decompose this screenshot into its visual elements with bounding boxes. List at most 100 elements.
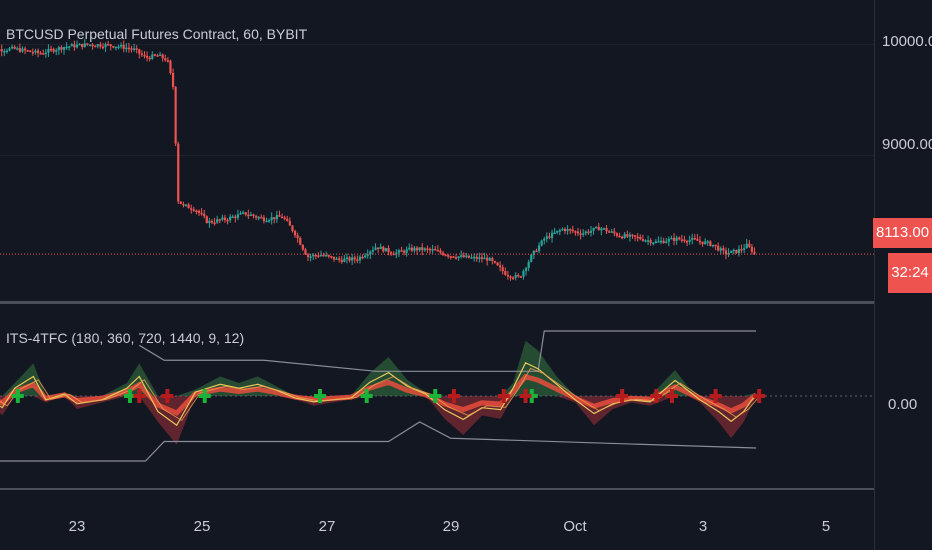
candle-body <box>348 257 351 261</box>
candle-body <box>120 44 123 47</box>
candle-body <box>685 241 689 243</box>
candle-body <box>724 250 728 255</box>
candle-body <box>174 86 177 144</box>
candle-body <box>218 219 221 221</box>
oscillator-negative-area <box>0 396 757 445</box>
candle-body <box>366 254 369 256</box>
candle-body <box>475 256 478 259</box>
candle-body <box>358 256 362 261</box>
indicator-y-tick-zero: 0.00 <box>888 396 918 413</box>
candle-body <box>327 255 330 257</box>
candle-body <box>615 233 619 236</box>
candle-body <box>618 235 621 238</box>
candle-body <box>255 215 258 218</box>
candle-body <box>86 43 89 45</box>
candle-body <box>678 237 681 240</box>
candle-body <box>314 254 317 257</box>
candle-body <box>197 210 201 213</box>
candle-body <box>216 219 219 223</box>
candle-body <box>683 239 686 242</box>
candle-body <box>44 52 47 55</box>
candle-body <box>306 254 310 257</box>
candle-body <box>239 213 242 215</box>
candle-body <box>597 226 600 231</box>
candle-body <box>610 231 613 233</box>
candle-body <box>234 216 237 219</box>
candle-body <box>449 256 452 258</box>
candle-body <box>16 48 19 50</box>
candle-body <box>190 208 193 210</box>
candle-body <box>556 230 559 233</box>
candle-body <box>745 243 748 249</box>
candle-body <box>621 236 624 239</box>
candle-body <box>26 50 29 52</box>
candle-body <box>636 236 639 239</box>
candle-body <box>478 257 481 259</box>
y-tick-10000: 10000.00 <box>882 33 932 50</box>
sell-marker <box>665 389 678 403</box>
candle-body <box>421 247 424 251</box>
candle-body <box>584 231 587 234</box>
pane-separator[interactable] <box>0 301 874 304</box>
candle-body <box>184 204 188 207</box>
candle-body <box>717 245 720 251</box>
candle-body <box>374 247 377 250</box>
candle-body <box>423 248 426 251</box>
candle-body <box>117 46 120 49</box>
candle-body <box>698 240 702 243</box>
candle-body <box>231 216 234 219</box>
candle-body <box>743 248 746 250</box>
buy-marker <box>360 389 373 403</box>
candle-body <box>322 254 325 257</box>
lower-level-line <box>0 421 757 462</box>
candle-body <box>512 277 515 280</box>
candle-body <box>179 201 182 204</box>
candle-body <box>88 44 92 47</box>
candle-body <box>21 48 24 52</box>
sell-marker <box>709 389 722 403</box>
candle-body <box>501 267 504 272</box>
candle-body <box>431 249 434 251</box>
candle-body <box>68 46 71 48</box>
candle-body <box>325 255 328 257</box>
candle-body <box>722 248 725 251</box>
candle-body <box>247 214 250 217</box>
candle-body <box>288 220 291 226</box>
candle-body <box>280 216 284 219</box>
candle-body <box>382 246 385 252</box>
candle-body <box>60 47 63 50</box>
candle-body <box>634 235 637 237</box>
candle-body <box>483 257 486 260</box>
candle-body <box>200 212 203 215</box>
candle-body <box>587 231 590 234</box>
candle-body <box>335 258 338 260</box>
candle-body <box>127 47 131 50</box>
candle-body <box>223 217 227 220</box>
candle-body <box>270 217 273 221</box>
candle-body <box>444 254 447 257</box>
candle-body <box>122 44 125 49</box>
candle-body <box>711 244 715 247</box>
candle-body <box>493 261 497 263</box>
candle-body <box>65 46 68 49</box>
candle-body <box>166 60 169 62</box>
candle-body <box>8 48 11 51</box>
candle-body <box>675 237 678 241</box>
candle-body <box>267 220 271 222</box>
candle-body <box>480 257 484 259</box>
candle-body <box>626 234 629 237</box>
candle-body <box>332 256 336 260</box>
candle-body <box>169 60 172 73</box>
candle-body <box>410 247 413 251</box>
bottom-separator <box>0 488 874 490</box>
candle-body <box>457 256 460 258</box>
candle-body <box>750 246 754 252</box>
candle-body <box>226 219 229 222</box>
candle-body <box>208 220 211 223</box>
candle-body <box>535 250 538 253</box>
candle-body <box>158 54 162 57</box>
candle-body <box>579 233 582 235</box>
candle-body <box>706 241 709 243</box>
candle-body <box>662 240 665 244</box>
